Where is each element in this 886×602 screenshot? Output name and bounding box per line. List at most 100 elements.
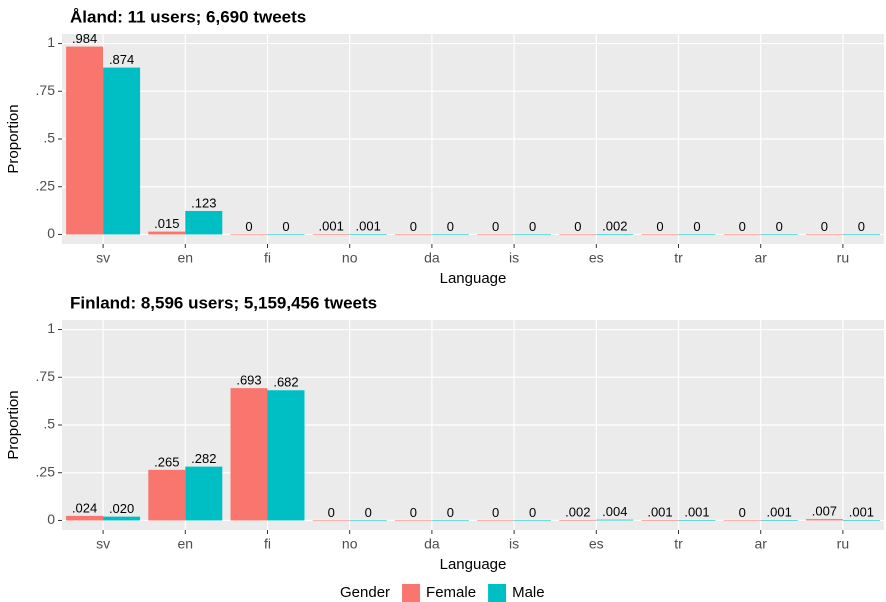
x-tick-label: ar — [754, 250, 767, 266]
value-label: 0 — [447, 505, 454, 520]
value-label: 0 — [574, 219, 581, 234]
x-tick-label: ar — [754, 536, 767, 552]
x-tick-label: sv — [96, 250, 110, 266]
legend-swatch — [402, 584, 421, 602]
bar — [760, 234, 798, 236]
y-axis-title: Proportion — [5, 390, 22, 459]
value-label: 0 — [858, 219, 865, 234]
value-label: 0 — [821, 219, 828, 234]
value-label: 0 — [529, 505, 536, 520]
bar — [805, 519, 843, 521]
y-tick-label: 0 — [47, 225, 55, 241]
y-tick-label: .25 — [36, 463, 56, 479]
value-label: .002 — [602, 219, 627, 234]
bar — [477, 520, 515, 522]
x-tick-label: is — [509, 536, 519, 552]
value-label: .693 — [236, 373, 261, 388]
value-label: .024 — [72, 500, 97, 515]
value-label: .015 — [154, 216, 179, 231]
bar — [842, 234, 880, 236]
value-label: .001 — [849, 505, 874, 520]
value-label: .001 — [319, 219, 344, 234]
bar — [678, 520, 716, 521]
legend-title: Gender — [340, 584, 390, 601]
y-tick-label: .25 — [36, 177, 56, 193]
chart-title: Åland: 11 users; 6,690 tweets — [70, 7, 306, 26]
x-tick-label: tr — [674, 536, 683, 552]
bar — [267, 390, 305, 521]
chart-title: Finland: 8,596 users; 5,159,456 tweets — [70, 293, 377, 312]
bar — [760, 520, 798, 521]
legend-label: Female — [426, 584, 476, 601]
legend: Gender Female Male — [340, 584, 545, 602]
bar — [641, 520, 679, 521]
x-tick-label: ru — [837, 250, 849, 266]
value-label: .265 — [154, 454, 179, 469]
value-label: .682 — [273, 375, 298, 390]
bar — [678, 234, 716, 236]
x-axis-title: Language — [440, 270, 507, 287]
x-tick-label: no — [342, 250, 358, 266]
x-tick-label: no — [342, 536, 358, 552]
value-label: .001 — [356, 219, 381, 234]
bar — [596, 234, 634, 235]
value-label: .001 — [767, 505, 792, 520]
bar — [641, 234, 679, 236]
y-tick-label: .5 — [43, 416, 55, 432]
x-tick-label: fi — [264, 250, 271, 266]
y-tick-label: .75 — [36, 368, 56, 384]
value-label: .004 — [602, 504, 627, 519]
value-label: 0 — [656, 219, 663, 234]
value-label: .020 — [109, 501, 134, 516]
x-tick-label: da — [424, 536, 440, 552]
x-tick-label: sv — [96, 536, 110, 552]
value-label: 0 — [739, 505, 746, 520]
x-tick-label: ru — [837, 536, 849, 552]
value-label: 0 — [410, 505, 417, 520]
bar — [312, 520, 350, 522]
y-tick-label: 1 — [47, 320, 55, 336]
value-label: .002 — [565, 505, 590, 520]
value-label: 0 — [776, 219, 783, 234]
bar — [394, 234, 432, 236]
value-label: 0 — [492, 505, 499, 520]
value-label: 0 — [245, 219, 252, 234]
value-label: 0 — [492, 219, 499, 234]
legend-label: Male — [512, 584, 545, 601]
bar — [349, 234, 387, 235]
bar — [477, 234, 515, 236]
bar — [431, 520, 469, 522]
bar — [103, 67, 141, 235]
value-label: 0 — [529, 219, 536, 234]
bar — [514, 520, 552, 522]
value-label: 0 — [328, 505, 335, 520]
bar — [185, 210, 223, 235]
y-tick-label: 0 — [47, 511, 55, 527]
bar — [596, 519, 634, 521]
value-label: .123 — [191, 195, 216, 210]
bar — [230, 388, 268, 521]
value-label: 0 — [410, 219, 417, 234]
value-label: 0 — [739, 219, 746, 234]
value-label: .874 — [109, 52, 134, 67]
bar — [66, 515, 104, 521]
bar — [431, 234, 469, 236]
bar — [230, 234, 268, 236]
x-tick-label: is — [509, 250, 519, 266]
y-axis-title: Proportion — [5, 104, 22, 173]
value-label: 0 — [693, 219, 700, 234]
value-label: 0 — [282, 219, 289, 234]
x-tick-label: tr — [674, 250, 683, 266]
x-tick-label: fi — [264, 536, 271, 552]
bar — [267, 234, 305, 236]
x-axis-title: Language — [440, 556, 507, 573]
bar — [66, 46, 104, 235]
x-tick-label: en — [178, 250, 194, 266]
bar — [559, 234, 597, 236]
value-label: .007 — [812, 504, 837, 519]
bar — [842, 520, 880, 521]
x-tick-label: es — [589, 250, 604, 266]
bar — [514, 234, 552, 236]
bar — [723, 520, 761, 522]
